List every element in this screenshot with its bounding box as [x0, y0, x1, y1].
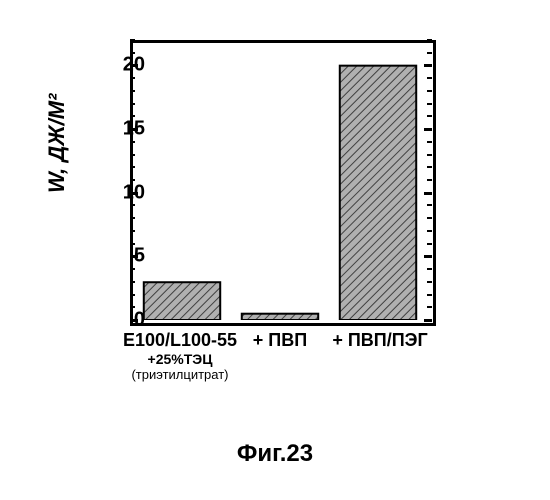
bars-area — [133, 43, 427, 320]
xtick-label: + ПВП/ПЭГ — [315, 330, 445, 351]
bar — [144, 282, 220, 320]
figure-caption: Фиг.23 — [0, 440, 550, 468]
bars-svg — [133, 43, 427, 320]
chart-container: W, ДЖ/М² 05101520 Е100/L100-55+25%ТЭЦ(тр… — [70, 30, 450, 370]
bar — [340, 66, 416, 320]
bar — [242, 314, 318, 320]
y-axis-label: W, ДЖ/М² — [44, 94, 70, 193]
